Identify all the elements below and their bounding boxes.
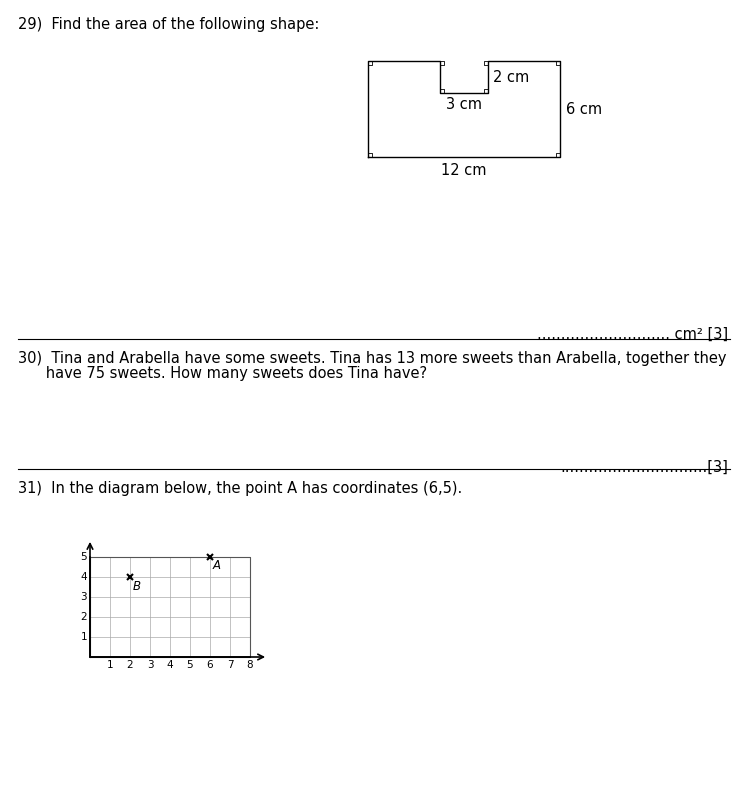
Text: ............................ cm² [3]: ............................ cm² [3]	[537, 327, 728, 342]
Text: 5: 5	[80, 552, 87, 562]
Text: A: A	[213, 559, 221, 572]
Text: 3: 3	[80, 592, 87, 602]
Text: 5: 5	[187, 660, 193, 670]
Text: 4: 4	[167, 660, 174, 670]
Text: 1: 1	[80, 632, 87, 642]
Text: ...............................[3]: ...............................[3]	[560, 460, 728, 475]
Text: 3: 3	[147, 660, 153, 670]
Text: 4: 4	[80, 572, 87, 582]
Text: 31)  In the diagram below, the point A has coordinates (6,5).: 31) In the diagram below, the point A ha…	[18, 481, 462, 496]
Text: have 75 sweets. How many sweets does Tina have?: have 75 sweets. How many sweets does Tin…	[18, 366, 427, 381]
Text: 2 cm: 2 cm	[493, 69, 530, 84]
Text: B: B	[133, 580, 141, 593]
Text: 6 cm: 6 cm	[566, 102, 602, 116]
Text: 3 cm: 3 cm	[446, 97, 482, 112]
Text: 2: 2	[80, 612, 87, 622]
Text: 29)  Find the area of the following shape:: 29) Find the area of the following shape…	[18, 17, 319, 32]
Text: 30)  Tina and Arabella have some sweets. Tina has 13 more sweets than Arabella, : 30) Tina and Arabella have some sweets. …	[18, 351, 726, 366]
Text: 7: 7	[227, 660, 233, 670]
Text: 12 cm: 12 cm	[441, 163, 487, 178]
Text: 2: 2	[126, 660, 133, 670]
Text: 6: 6	[206, 660, 213, 670]
Text: 8: 8	[247, 660, 254, 670]
Text: 1: 1	[107, 660, 113, 670]
